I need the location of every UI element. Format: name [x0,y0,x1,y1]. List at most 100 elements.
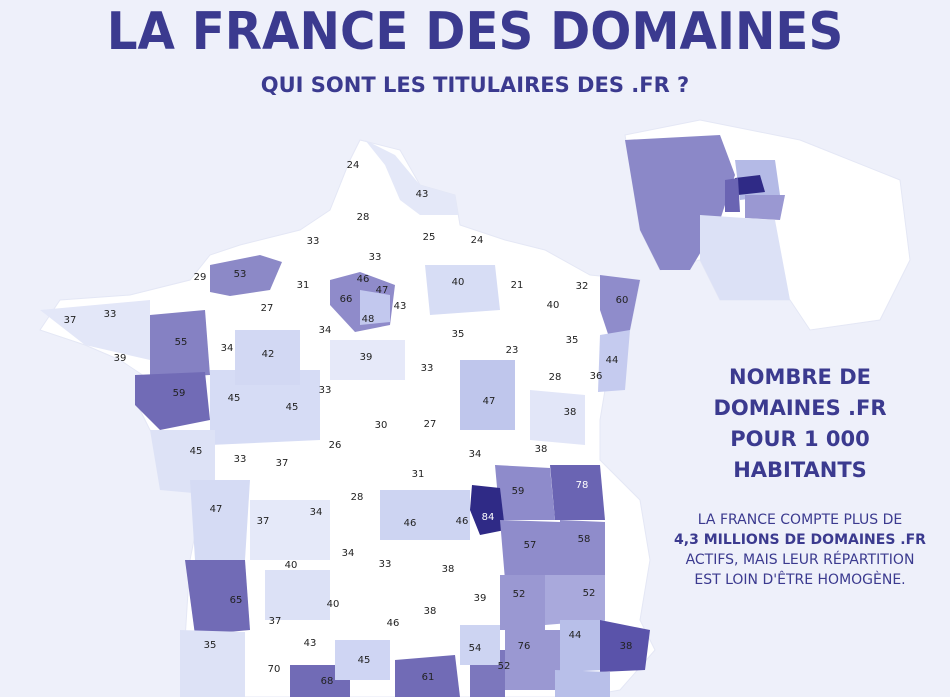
department-value-label: 31 [297,280,310,291]
department-value-label: 40 [327,599,340,610]
dept-region-correze [250,500,330,560]
department-value-label: 36 [590,371,603,382]
dept-region-loire-atl [135,372,210,430]
dept-region-vaucluse [505,630,560,690]
department-value-label: 26 [329,440,342,451]
dept-region-bas-rhin [600,275,640,340]
legend-description: LA FRANCE COMPTE PLUS DE 4,3 MILLIONS DE… [655,510,945,590]
department-value-label: 34 [319,325,332,336]
department-value-label: 23 [506,345,519,356]
department-value-label: 52 [583,588,596,599]
department-value-label: 32 [576,281,589,292]
department-value-label: 40 [285,560,298,571]
dept-region-haute-savoie [550,465,605,520]
department-value-label: 39 [474,593,487,604]
department-value-label: 33 [307,236,320,247]
dept-region-vendee [150,430,215,495]
department-value-label: 43 [394,301,407,312]
department-value-label: 58 [578,534,591,545]
dept-region-tarn [335,640,390,680]
department-value-label: 66 [340,294,353,305]
department-value-label: 27 [424,419,437,430]
dept-region-isere [500,520,560,580]
inset-paris [735,175,765,195]
department-value-label: 48 [362,314,375,325]
page-title: LA FRANCE DES DOMAINES [106,2,844,62]
dept-region-landes [180,630,245,697]
department-value-label: 28 [357,212,370,223]
department-value-label: 38 [535,444,548,455]
department-value-label: 59 [512,486,525,497]
department-value-label: 38 [620,641,633,652]
department-value-label: 55 [175,337,188,348]
department-value-label: 38 [424,606,437,617]
department-value-label: 52 [498,661,511,672]
dept-region-north [365,140,458,215]
dept-region-charente [190,480,250,560]
department-value-label: 35 [204,640,217,651]
department-value-label: 46 [404,518,417,529]
department-value-label: 47 [376,285,389,296]
dept-region-paris-inner [360,290,390,325]
department-value-label: 44 [606,355,619,366]
department-value-label: 37 [257,516,270,527]
department-value-label: 28 [549,372,562,383]
department-value-label: 47 [483,396,496,407]
dept-region-aude [395,655,460,697]
department-value-label: 46 [387,618,400,629]
department-value-label: 61 [422,672,435,683]
legend-title-line: POUR 1 000 [730,427,870,451]
dept-region-var [560,620,605,672]
dept-region-savoie [560,520,605,578]
dept-region-cote-or [460,360,515,430]
legend-body-line: ACTIFS, MAIS LEUR RÉPARTITION [685,552,915,568]
dept-region-manche [210,255,282,296]
dept-region-centre [210,370,320,445]
department-value-label: 65 [230,595,243,606]
dept-region-mayenne [235,330,300,385]
dept-region-alpes-maritimes [600,620,650,672]
legend-body-line: LA FRANCE COMPTE PLUS DE [697,512,903,528]
legend-title-line: HABITANTS [733,458,867,482]
dept-region-auvergne [380,490,470,540]
department-value-label: 47 [210,504,223,515]
department-value-label: 42 [262,349,275,360]
department-value-label: 78 [576,480,589,491]
dept-region-doubs [530,390,585,445]
department-value-label: 29 [194,272,207,283]
department-labels: 24 43 28 33 33 25 24 29 53 31 46 47 66 43 48 40 21 32 60 37… [64,160,633,687]
dept-region-ain [495,465,555,520]
department-value-label: 34 [342,548,355,559]
legend-title-line: DOMAINES .FR [713,396,887,420]
inset-hauts-de-seine [725,178,740,212]
legend-body-highlight: 4,3 MILLIONS DE DOMAINES .FR [674,532,926,548]
department-value-label: 45 [190,446,203,457]
dept-region-gard [460,625,500,665]
department-value-label: 34 [469,449,482,460]
department-value-label: 37 [269,616,282,627]
department-value-label: 45 [228,393,241,404]
department-value-label: 46 [456,516,469,527]
department-value-label: 37 [64,315,77,326]
department-value-label: 68 [321,676,334,687]
department-value-label: 34 [310,507,323,518]
department-value-label: 33 [319,385,332,396]
department-value-label: 38 [442,564,455,575]
inset-essonne [700,215,790,300]
dept-region-bretagne [40,300,150,360]
department-value-label: 30 [375,420,388,431]
dept-region-marne [425,265,500,315]
department-value-label: 37 [276,458,289,469]
legend-title-line: NOMBRE DE [729,365,871,389]
department-value-label: 28 [351,492,364,503]
department-value-label: 57 [524,540,537,551]
department-value-label: 31 [412,469,425,480]
department-value-label: 38 [564,407,577,418]
legend-body-line: EST LOIN D'ÊTRE HOMOGÈNE. [694,572,906,588]
department-value-label: 84 [482,512,495,523]
ile-de-france-inset [624,119,911,331]
department-value-label: 33 [379,559,392,570]
department-value-label: 44 [569,630,582,641]
inset-val-de-marne [745,195,785,220]
